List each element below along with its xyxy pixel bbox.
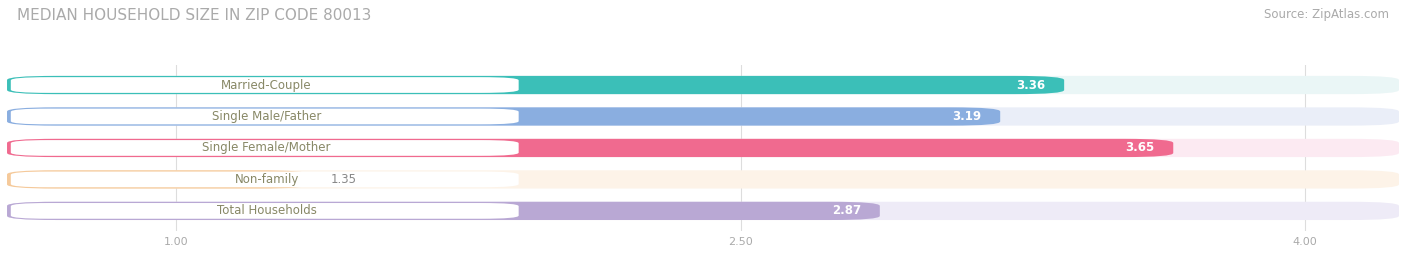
Text: 3.19: 3.19 xyxy=(952,110,981,123)
FancyBboxPatch shape xyxy=(7,202,880,220)
Text: 1.35: 1.35 xyxy=(330,173,357,186)
FancyBboxPatch shape xyxy=(11,109,519,124)
FancyBboxPatch shape xyxy=(11,203,519,219)
Text: Non-family: Non-family xyxy=(235,173,299,186)
FancyBboxPatch shape xyxy=(7,170,308,189)
Text: Single Male/Father: Single Male/Father xyxy=(212,110,322,123)
FancyBboxPatch shape xyxy=(11,77,519,93)
Text: MEDIAN HOUSEHOLD SIZE IN ZIP CODE 80013: MEDIAN HOUSEHOLD SIZE IN ZIP CODE 80013 xyxy=(17,8,371,23)
FancyBboxPatch shape xyxy=(7,170,1399,189)
Text: 2.87: 2.87 xyxy=(832,204,860,217)
FancyBboxPatch shape xyxy=(7,139,1399,157)
FancyBboxPatch shape xyxy=(7,107,1000,126)
Text: Married-Couple: Married-Couple xyxy=(221,79,312,91)
FancyBboxPatch shape xyxy=(7,76,1064,94)
FancyBboxPatch shape xyxy=(7,76,1399,94)
FancyBboxPatch shape xyxy=(7,202,1399,220)
FancyBboxPatch shape xyxy=(11,140,519,156)
Text: Total Households: Total Households xyxy=(217,204,316,217)
FancyBboxPatch shape xyxy=(7,139,1173,157)
Text: 3.36: 3.36 xyxy=(1017,79,1045,91)
Text: Single Female/Mother: Single Female/Mother xyxy=(202,141,330,154)
Text: Source: ZipAtlas.com: Source: ZipAtlas.com xyxy=(1264,8,1389,21)
FancyBboxPatch shape xyxy=(7,107,1399,126)
Text: 3.65: 3.65 xyxy=(1125,141,1154,154)
FancyBboxPatch shape xyxy=(11,172,519,187)
